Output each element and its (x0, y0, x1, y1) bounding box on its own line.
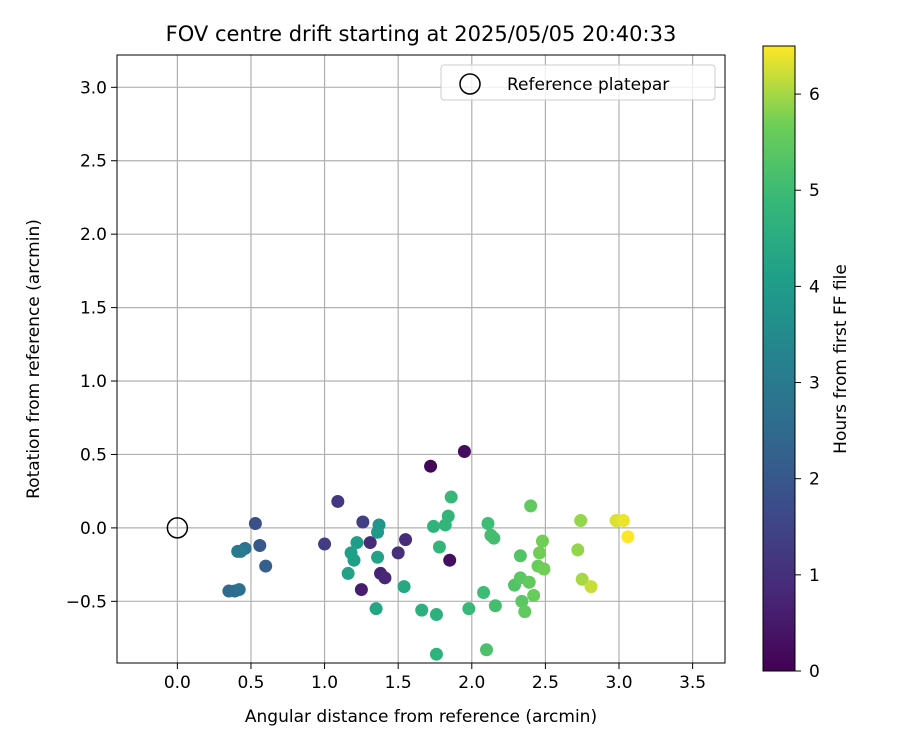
colorbar-tick-label: 5 (809, 181, 820, 201)
legend-label: Reference platepar (507, 75, 669, 95)
x-axis-ticks: 0.0 0.5 1.0 1.5 2.0 2.5 3.0 3.5 (164, 663, 706, 693)
data-point (444, 490, 458, 504)
data-point (488, 599, 502, 613)
data-point (356, 515, 370, 529)
colorbar-frame (762, 45, 796, 672)
data-point (424, 459, 438, 473)
legend: Reference platepar (440, 64, 716, 101)
data-point (347, 553, 361, 567)
data-point (533, 546, 547, 560)
data-point (575, 572, 589, 586)
data-point (429, 647, 443, 661)
data-point (399, 533, 413, 547)
legend-marker-open-circle-icon (459, 73, 481, 95)
x-tick-label: 1.5 (385, 673, 412, 693)
reference-platepar-marker (166, 517, 189, 539)
data-point (535, 534, 549, 548)
data-point (462, 602, 476, 616)
colorbar-tick-label: 2 (809, 470, 820, 490)
colorbar-tick-label: 6 (809, 85, 820, 105)
data-point (232, 583, 246, 597)
data-point (477, 586, 491, 600)
data-point (527, 588, 541, 602)
data-point (443, 553, 457, 567)
data-point (522, 575, 536, 589)
data-point (518, 605, 532, 619)
data-point (231, 544, 245, 558)
data-point (513, 549, 527, 563)
data-point (391, 546, 405, 560)
data-point (616, 514, 630, 528)
data-point (397, 580, 411, 594)
y-tick-label: 0.5 (80, 445, 107, 465)
data-point (318, 537, 332, 551)
x-tick-label: 2.5 (532, 673, 559, 693)
data-point (524, 499, 538, 513)
data-point (350, 536, 364, 550)
chart-title: FOV centre drift starting at 2025/05/05 … (166, 22, 677, 46)
colorbar-label: Hours from first FF file (831, 264, 851, 454)
colorbar-tick-label: 3 (809, 374, 820, 394)
colorbar-tick-label: 1 (809, 566, 820, 586)
data-point (369, 602, 383, 616)
legend-box (440, 64, 716, 101)
data-point (415, 603, 429, 617)
y-tick-label: 2.0 (80, 225, 107, 245)
data-point (457, 445, 471, 459)
x-tick-label: 1.0 (311, 673, 338, 693)
data-point (487, 531, 501, 545)
y-tick-label: 3.0 (80, 78, 107, 98)
y-axis-ticks: −0.5 0.0 0.5 1.0 1.5 2.0 2.5 3.0 (66, 78, 117, 612)
data-point (259, 559, 273, 573)
data-point (441, 509, 455, 523)
data-point (621, 530, 635, 544)
x-axis-label: Angular distance from reference (arcmin) (245, 707, 597, 727)
data-point (537, 562, 551, 576)
colorbar-tick-label: 0 (809, 662, 820, 682)
colorbar-tick-label: 4 (809, 277, 820, 297)
data-point (363, 536, 377, 550)
data-point (248, 516, 262, 530)
x-tick-label: 2.0 (458, 673, 485, 693)
grid-lines (117, 55, 725, 663)
data-point (378, 571, 392, 585)
data-point (574, 514, 588, 528)
x-tick-label: 3.0 (605, 673, 632, 693)
data-point (571, 543, 585, 557)
data-point (371, 525, 385, 539)
y-axis-label: Rotation from reference (arcmin) (24, 219, 44, 499)
data-point (331, 494, 345, 508)
colorbar-ticks: 0 1 2 3 4 5 6 (795, 85, 820, 682)
data-point (253, 539, 267, 553)
data-points (222, 445, 635, 661)
data-point (481, 516, 495, 530)
y-tick-label: 1.0 (80, 372, 107, 392)
x-tick-label: 3.5 (679, 673, 706, 693)
data-point (584, 580, 598, 594)
y-tick-label: 1.5 (80, 299, 107, 319)
data-point (341, 566, 355, 580)
data-point (354, 583, 368, 597)
x-tick-label: 0.0 (164, 673, 191, 693)
reference-marker-layer (166, 517, 189, 539)
data-point (427, 519, 441, 533)
y-tick-label: 2.5 (80, 152, 107, 172)
data-point (429, 608, 443, 622)
data-point (432, 540, 446, 554)
colorbar-gradient (763, 46, 795, 671)
y-tick-label: −0.5 (66, 592, 107, 612)
plot-frame (116, 54, 726, 664)
y-tick-label: 0.0 (80, 519, 107, 539)
colorbar: 0 1 2 3 4 5 6 Hours from first FF file (762, 45, 851, 682)
data-point (371, 550, 385, 564)
x-tick-label: 0.5 (237, 673, 264, 693)
data-point (480, 643, 494, 657)
data-point (515, 594, 529, 608)
